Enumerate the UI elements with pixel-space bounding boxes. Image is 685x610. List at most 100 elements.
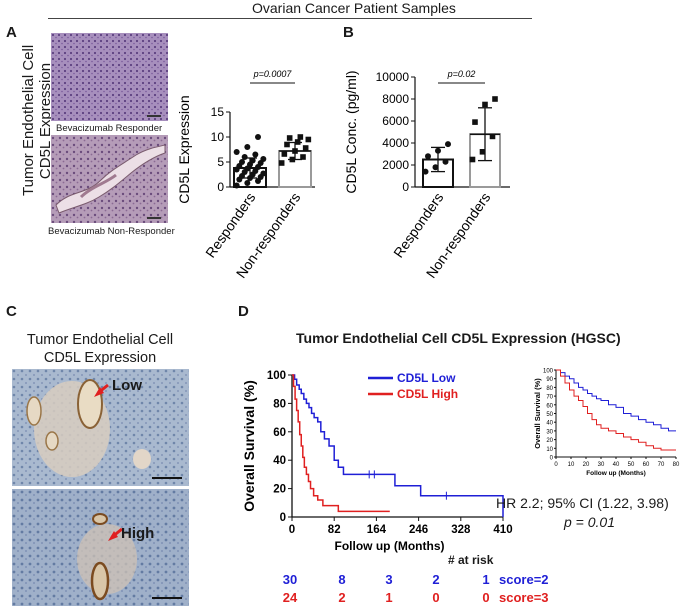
data-point: [260, 156, 267, 162]
panel-letter-c: C: [6, 303, 17, 320]
km-chart-main: 0 20 40 60 80 100 0 82 164 246 328 410 Overall Survi…: [241, 370, 513, 553]
data-point: [432, 164, 439, 171]
micrograph-responder-caption: Bevacizumab Responder: [56, 123, 163, 134]
x-tick-label: 40: [613, 462, 620, 468]
y-axis-label: CD5L Expression: [176, 95, 192, 203]
panel-a-side-label: Tumor Endothelial Cell CD5L Expression: [20, 44, 54, 196]
data-point: [249, 157, 256, 164]
at-risk-cell: 3: [385, 572, 393, 587]
x-tick-label: 82: [328, 524, 341, 536]
at-risk-row-label: score=2: [499, 572, 549, 587]
data-point: [233, 182, 240, 189]
data-point: [435, 147, 441, 154]
data-point: [482, 101, 488, 108]
y-tick-label: 80: [546, 386, 553, 392]
data-point: [425, 153, 431, 160]
at-risk-cell: 0: [432, 590, 440, 605]
panel-letter-d: D: [238, 303, 249, 320]
x-tick-label: 20: [583, 462, 590, 468]
panel-c-title: Tumor Endothelial Cell CD5L Expression: [20, 331, 180, 367]
ihc-image-low: [12, 369, 189, 486]
at-risk-cell: 2: [338, 590, 346, 605]
data-point: [278, 160, 285, 166]
hazard-ratio-text: HR 2.2; 95% CI (1.22, 3.98): [496, 495, 669, 511]
x-axis-label: Follow up (Months): [586, 470, 646, 477]
at-risk-cell: 1: [482, 572, 490, 587]
inset-curve-low: [556, 369, 676, 432]
data-point: [300, 154, 306, 160]
y-tick-label: 6000: [382, 114, 409, 128]
data-point: [284, 141, 290, 148]
legend-label: CD5L High: [397, 387, 458, 401]
y-axis-label: Overall Survival (%): [533, 378, 542, 449]
x-tick-label: 70: [658, 462, 665, 468]
panel-c-title-line2: CD5L Expression: [43, 350, 157, 366]
micrograph-non-responder: [51, 135, 168, 223]
label-high: High: [121, 525, 155, 542]
data-point: [492, 96, 498, 102]
chart-b-concentration: 0 2000 4000 6000 8000 10000 CD5L Conc. (pg/ml)…: [343, 69, 510, 281]
y-tick-label: 90: [546, 377, 553, 383]
y-tick-label: 30: [546, 429, 553, 435]
data-point: [260, 170, 267, 177]
panel-letter-a: A: [6, 24, 17, 41]
data-point: [286, 135, 293, 141]
y-tick-label: 20: [546, 438, 553, 444]
x-tick-label: 164: [367, 524, 387, 536]
y-tick-label: 20: [273, 484, 286, 496]
p-value-text: p = 0.01: [564, 514, 615, 530]
y-tick-label: 60: [546, 403, 553, 409]
data-point: [472, 119, 478, 125]
data-point: [297, 134, 304, 140]
data-point: [239, 159, 245, 165]
p-value-annotation: p=0.02: [447, 69, 476, 79]
y-tick-label: 70: [546, 395, 553, 401]
at-risk-row-label: score=3: [499, 590, 549, 605]
y-tick-label: 15: [211, 105, 225, 119]
panel-letter-b: B: [343, 24, 354, 41]
at-risk-table: 30 8 3 2 1 score=2 24 2 1 0 0 score=3: [280, 572, 549, 608]
y-tick-label: 10: [546, 447, 553, 453]
x-tick-label: 0: [289, 524, 295, 536]
y-axis-label: CD5L Conc. (pg/ml): [343, 70, 359, 193]
panel-a-side-label-line1: Tumor Endothelial Cell: [20, 44, 37, 196]
y-tick-label: 0: [402, 180, 409, 194]
y-tick-label: 0: [550, 456, 554, 462]
y-tick-label: 40: [273, 455, 286, 467]
data-point: [255, 134, 261, 140]
data-point: [445, 141, 451, 148]
y-axis-label: Overall Survival (%): [241, 380, 257, 512]
y-tick-label: 5: [217, 155, 224, 169]
y-tick-label: 0: [280, 512, 286, 524]
y-tick-label: 4000: [382, 136, 409, 150]
y-tick-label: 0: [217, 180, 224, 194]
x-tick-label: 328: [451, 524, 471, 536]
at-risk-cell: 24: [282, 590, 298, 605]
at-risk-header: # at risk: [448, 553, 494, 567]
y-tick-label: 40: [546, 421, 553, 427]
data-point: [305, 136, 312, 143]
at-risk-cell: 30: [282, 572, 298, 587]
data-point: [233, 149, 240, 155]
data-point: [302, 145, 309, 151]
data-point: [442, 158, 449, 165]
micrograph-responder: [51, 33, 168, 121]
data-point: [292, 148, 298, 154]
y-tick-label: 100: [543, 369, 554, 375]
y-tick-label: 10000: [376, 70, 410, 84]
legend-label: CD5L Low: [397, 371, 456, 385]
ihc-image-high: [12, 489, 189, 606]
km-chart-inset: 0 10 20 30 40 50 60 70 80 90 100 0 10 20 30 40 50 60 70 80 O…: [533, 369, 680, 478]
data-point: [244, 180, 251, 186]
data-point: [241, 154, 248, 160]
panel-d-title: Tumor Endothelial Cell CD5L Expression (…: [296, 330, 621, 346]
title-underline: [48, 18, 532, 19]
x-tick-label: 410: [493, 524, 512, 536]
at-risk-cell: 0: [482, 590, 490, 605]
data-point: [294, 139, 301, 145]
x-tick-label: 246: [409, 524, 428, 536]
y-tick-label: 60: [273, 427, 286, 439]
p-value-annotation: p=0.0007: [253, 69, 293, 79]
y-tick-label: 2000: [382, 158, 409, 172]
